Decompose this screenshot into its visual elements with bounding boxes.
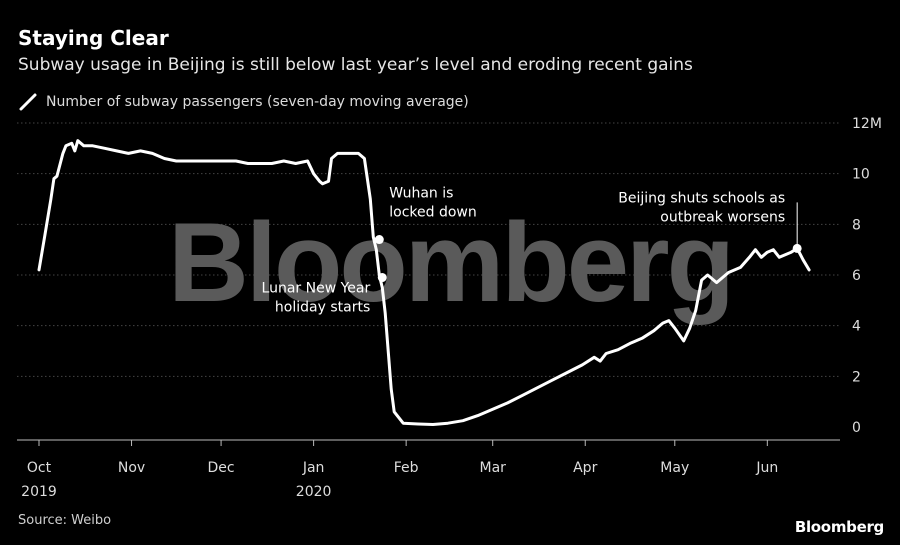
x-tick-year-label: 2020	[296, 484, 332, 500]
annotation-label: Wuhan is	[389, 186, 453, 202]
legend-line-icon	[19, 93, 37, 111]
legend-label: Number of subway passengers (seven-day m…	[46, 94, 469, 110]
legend: Number of subway passengers (seven-day m…	[18, 92, 469, 112]
y-tick-label: 12M	[852, 116, 882, 132]
annotation-label: locked down	[389, 205, 477, 221]
series-line	[37, 139, 811, 426]
y-tick-label: 2	[852, 369, 861, 385]
y-tick-label: 8	[852, 217, 861, 233]
x-tick-label: Dec	[208, 460, 235, 476]
x-tick-label: Nov	[118, 460, 145, 476]
chart-title: Staying Clear	[18, 26, 169, 50]
annotation-label: Lunar New Year	[262, 281, 371, 297]
x-tick-label: Feb	[394, 460, 419, 476]
y-tick-label: 0	[852, 420, 861, 436]
x-tick-label: Oct	[27, 460, 52, 476]
annotation-label: Beijing shuts schools as	[618, 190, 785, 206]
chart-subtitle: Subway usage in Beijing is still below l…	[18, 55, 693, 75]
annotation-marker	[792, 243, 802, 253]
x-tick-label: Mar	[479, 460, 506, 476]
annotation-label: holiday starts	[275, 300, 370, 316]
watermark-logo: Bloomberg	[168, 200, 732, 325]
annotation-marker	[374, 235, 384, 245]
brand-logo: Bloomberg	[794, 518, 884, 536]
y-tick-label: 4	[852, 319, 861, 335]
y-tick-label: 10	[852, 167, 870, 183]
annotation-marker	[377, 273, 387, 283]
x-tick-label: Apr	[573, 460, 597, 476]
source-note: Source: Weibo	[18, 513, 112, 528]
x-tick-label: May	[660, 460, 689, 476]
x-tick-label: Jan	[302, 460, 325, 476]
annotation-label: outbreak worsens	[660, 209, 785, 225]
x-tick-label: Jun	[755, 460, 778, 476]
x-tick-year-label: 2019	[21, 484, 57, 500]
y-tick-label: 6	[852, 268, 861, 284]
